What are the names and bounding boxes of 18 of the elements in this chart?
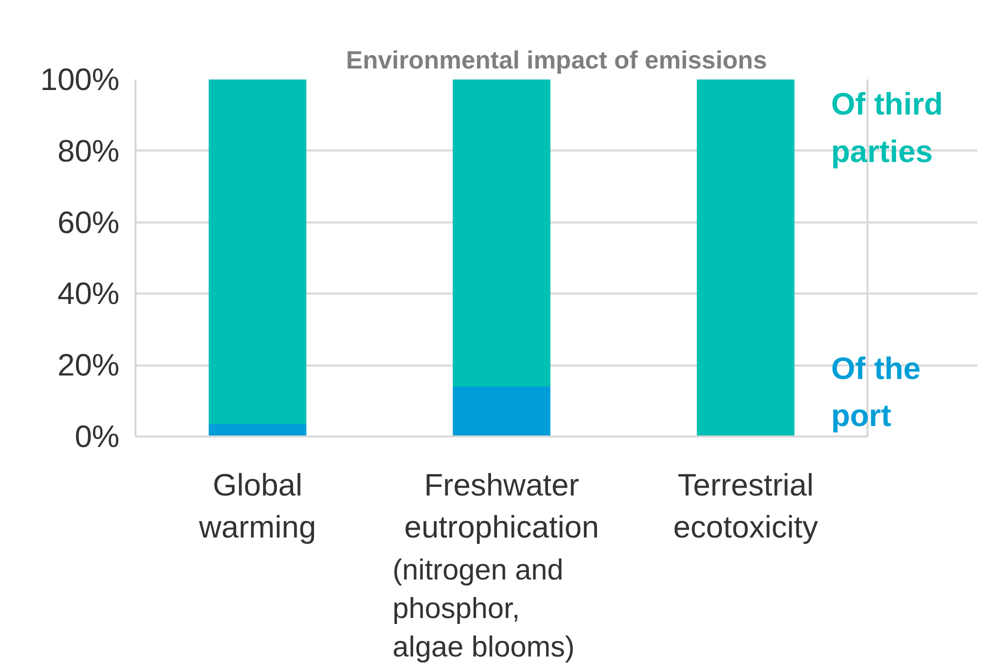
- y-tick-label: 40%: [57, 276, 120, 312]
- bar: [696, 80, 794, 436]
- bar: [208, 424, 306, 436]
- y-tick-label: 60%: [57, 204, 120, 240]
- text: (nitrogen and phosphor, algae blooms): [392, 554, 575, 664]
- y-tick-label: 20%: [57, 348, 120, 383]
- text: Of the port: [831, 350, 921, 434]
- x-tick-label: Freshwater eutrophication: [404, 468, 599, 544]
- chart-title: Environmental impact of emissions: [346, 46, 767, 74]
- bar: [208, 80, 306, 424]
- series-label: Of third parties: [831, 86, 943, 169]
- x-tick-label: Terrestrial ecotoxicity: [673, 468, 819, 544]
- x-tick-label: Global warming: [198, 468, 316, 544]
- y-tick-label: 0%: [74, 419, 120, 454]
- y-tick-label: 100%: [40, 62, 120, 97]
- bar: [452, 386, 550, 436]
- bar: [452, 80, 550, 387]
- y-tick-label: 80%: [57, 133, 120, 168]
